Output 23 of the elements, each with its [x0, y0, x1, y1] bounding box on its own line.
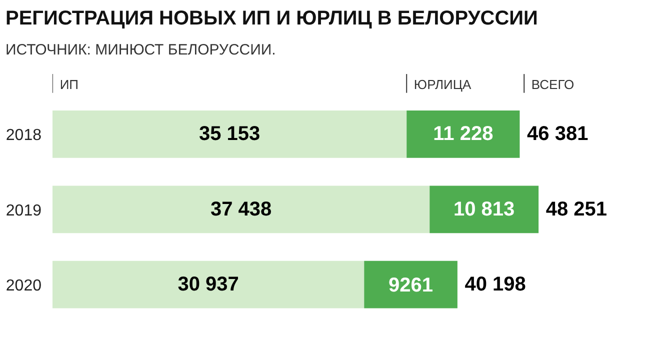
- y-tick-label: 2018: [6, 127, 42, 144]
- data-label: 37 438: [210, 198, 272, 220]
- total-label: 46 381: [527, 123, 588, 146]
- chart-subtitle: ИСТОЧНИК: МИНЮСТ БЕЛОРУССИИ.: [6, 42, 276, 58]
- bar: [52, 260, 364, 308]
- data-label: 9261: [388, 274, 434, 297]
- data-label: 11 228: [433, 123, 494, 146]
- bar: [406, 110, 520, 158]
- y-tick-label: 2019: [6, 202, 42, 220]
- total-label: 40 198: [464, 274, 526, 296]
- bar: [430, 186, 539, 234]
- bar: [52, 186, 430, 234]
- data-label: 10 813: [454, 198, 515, 220]
- total-label: 48 251: [546, 198, 608, 220]
- y-tick-label: 2020: [6, 278, 42, 295]
- data-label: 30 937: [178, 274, 239, 296]
- chart-title: РЕГИСТРАЦИЯ НОВЫХ ИП И ЮРЛИЦ В БЕЛОРУССИИ: [6, 8, 538, 30]
- series-label: ЮРЛИЦА: [414, 77, 472, 92]
- data-label: 35 153: [198, 123, 260, 146]
- series-label: ИП: [60, 77, 79, 92]
- text: ВСЕГО: [531, 77, 574, 92]
- bar: [364, 260, 458, 308]
- bar: [52, 110, 407, 158]
